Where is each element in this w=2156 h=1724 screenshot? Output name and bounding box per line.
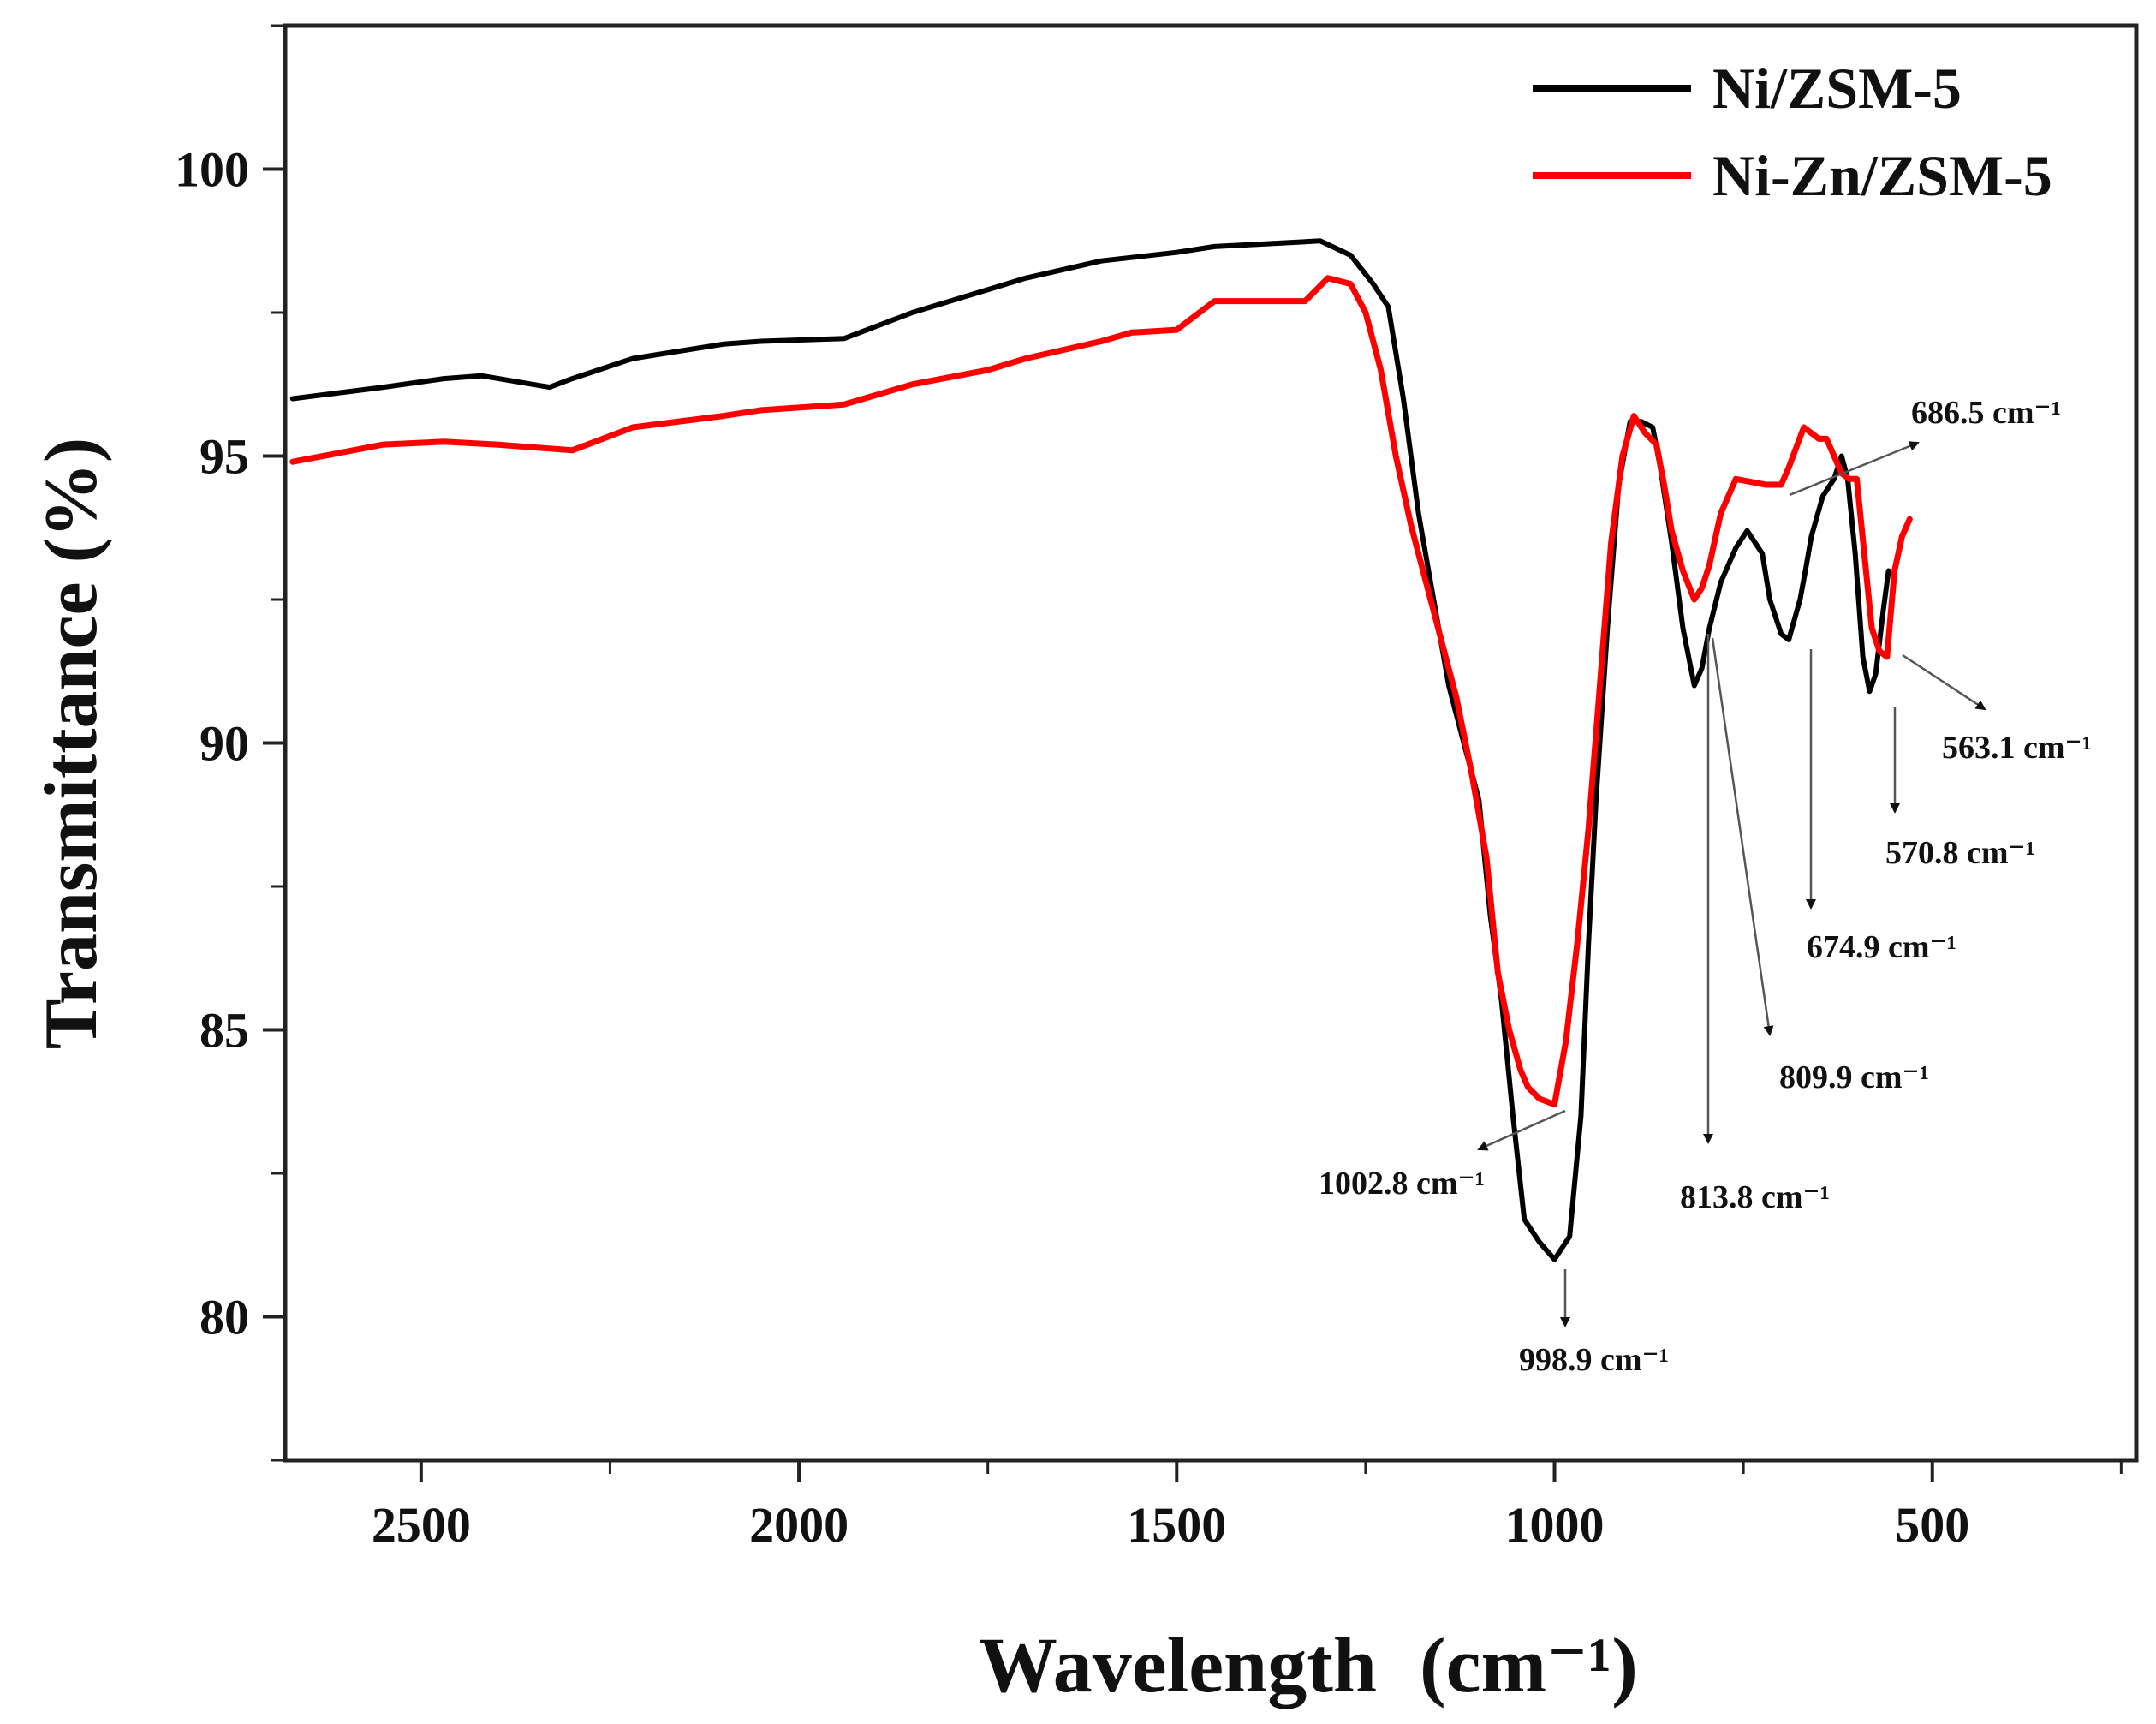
series-line-ni-zn-zsm5	[289, 275, 1913, 1108]
x-tick-label-1000: 1000	[1505, 1497, 1605, 1553]
x-axis-title: Wavelength	[979, 1621, 1377, 1709]
y-tick-label-100: 100	[175, 142, 249, 198]
legend: Ni/ZSM-5 Ni-Zn/ZSM-5	[1533, 56, 2052, 208]
annotation-label: 674.9 cm⁻¹	[1807, 929, 1956, 965]
annotation-label: 813.8 cm⁻¹	[1680, 1179, 1830, 1215]
x-tick-label-1500: 1500	[1127, 1497, 1226, 1553]
annotation-arrow	[1789, 441, 1920, 497]
annotation-label: 998.9 cm⁻¹	[1519, 1342, 1669, 1378]
y-tick-label-90: 90	[200, 716, 249, 772]
series-layer	[289, 238, 1913, 1262]
x-tick-label-500: 500	[1895, 1497, 1969, 1553]
x-tick-label-2000: 2000	[749, 1497, 849, 1553]
legend-label-ni-zn-zsm5: Ni-Zn/ZSM-5	[1712, 143, 2052, 208]
annotation-label: 686.5 cm⁻¹	[1911, 395, 2061, 431]
y-tick-label-80: 80	[200, 1290, 249, 1345]
annotation-label: 1002.8 cm⁻¹	[1319, 1166, 1485, 1202]
series-line-ni-zsm5	[289, 238, 1891, 1262]
y-tick-label-95: 95	[200, 429, 249, 485]
annotation-layer: 686.5 cm⁻¹ 563.1 cm⁻¹ 570.8 cm⁻¹ 674.9 cm⁻¹…	[1319, 395, 2092, 1378]
y-tick-label-85: 85	[200, 1003, 249, 1059]
x-tick-label-2500: 2500	[372, 1497, 471, 1553]
annotation-label: 809.9 cm⁻¹	[1779, 1059, 1929, 1095]
y-axis-title: Transmittance (%)	[30, 438, 113, 1049]
legend-label-ni-zsm5: Ni/ZSM-5	[1712, 56, 1962, 121]
plot-frame	[283, 23, 2139, 1463]
annotation-arrow	[1477, 1109, 1566, 1151]
annotation-label: 563.1 cm⁻¹	[1942, 730, 2092, 766]
annotation-label: 570.8 cm⁻¹	[1885, 835, 2035, 871]
annotation-arrow	[1902, 653, 1986, 711]
annotation-arrow	[1711, 637, 1774, 1036]
x-axis-unit: (cm⁻¹)	[1420, 1621, 1638, 1709]
